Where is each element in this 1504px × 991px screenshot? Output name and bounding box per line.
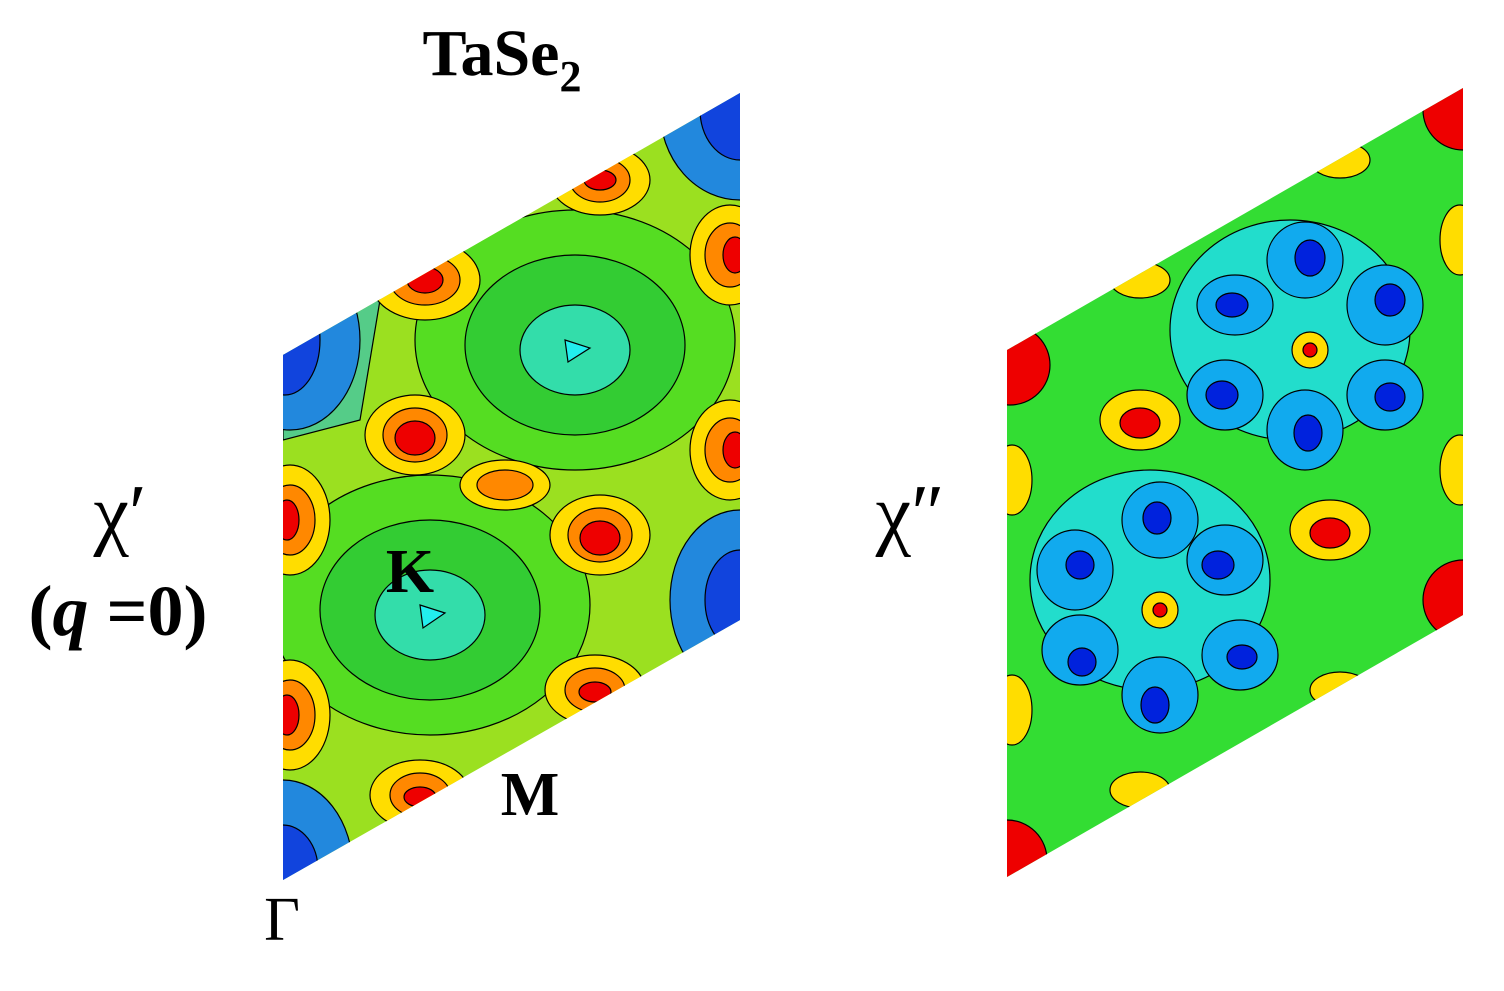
condition-open: (	[29, 571, 53, 651]
title-subscript: 2	[559, 52, 581, 101]
condition-q: q	[52, 571, 88, 651]
title: TaSe2	[423, 17, 582, 101]
point-m: M	[501, 761, 560, 829]
left-condition: (q =0)	[29, 571, 208, 651]
title-base: TaSe	[423, 17, 560, 90]
right-symbol: χ″	[875, 470, 945, 558]
chi-double-prime-map	[1007, 88, 1463, 877]
left-symbol: χ′	[92, 470, 146, 558]
point-k: K	[386, 538, 434, 606]
point-gamma: Γ	[264, 886, 300, 954]
condition-rest: =0)	[88, 571, 207, 651]
